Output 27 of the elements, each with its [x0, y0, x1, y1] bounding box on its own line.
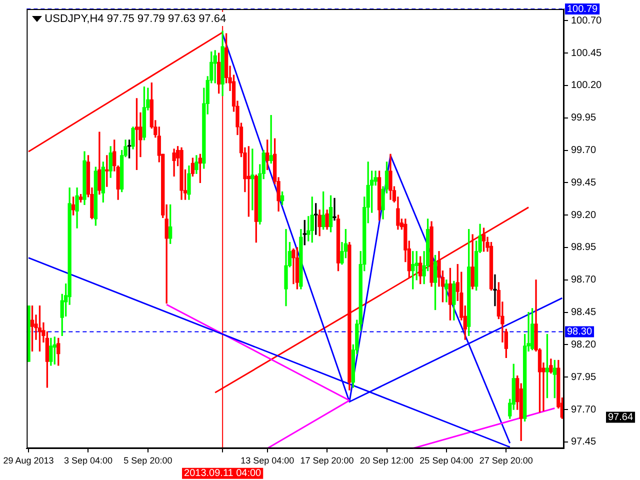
- y-tick-label: 99.45: [571, 177, 596, 188]
- chart-title: USDJPY,H4 97.75 97.79 97.63 97.64: [44, 13, 226, 26]
- y-tick-label: 97.45: [571, 436, 596, 448]
- y-tick-label: 97.70: [571, 404, 596, 416]
- x-tick-label: 5 Sep 20:00: [124, 455, 172, 466]
- y-tick-label: 99.20: [571, 210, 596, 221]
- y-tick-label: 100.45: [571, 48, 602, 59]
- y-tick-label: 99.70: [571, 145, 596, 156]
- y-tick-label: 98.95: [571, 242, 596, 254]
- x-tick-label: 25 Sep 04:00: [420, 455, 474, 466]
- y-tick-label: 100.70: [571, 15, 602, 26]
- ref-line-label: 98.30: [567, 326, 592, 338]
- text: 97.64: [608, 412, 634, 424]
- y-tick-label: 99.95: [571, 112, 596, 124]
- x-tick-label: 27 Sep 20:00: [479, 455, 533, 466]
- x-tick-label: 29 Aug 2013: [3, 455, 54, 466]
- y-tick-label: 100.20: [571, 80, 602, 92]
- x-tick-label: 17 Sep 20:00: [300, 455, 354, 466]
- x-tick-label: 20 Sep 12:00: [360, 455, 414, 466]
- ref-line-label: 100.79: [567, 4, 598, 15]
- y-tick-label: 98.45: [571, 307, 596, 318]
- x-tick-label: 2013.09.11 04:00: [184, 468, 262, 480]
- y-tick-label: 98.70: [571, 274, 596, 286]
- x-tick-label: 3 Sep 04:00: [64, 455, 113, 466]
- y-tick-label: 98.20: [571, 339, 596, 350]
- x-tick-label: 13 Sep 04:00: [240, 455, 294, 466]
- y-tick-label: 97.95: [571, 372, 596, 383]
